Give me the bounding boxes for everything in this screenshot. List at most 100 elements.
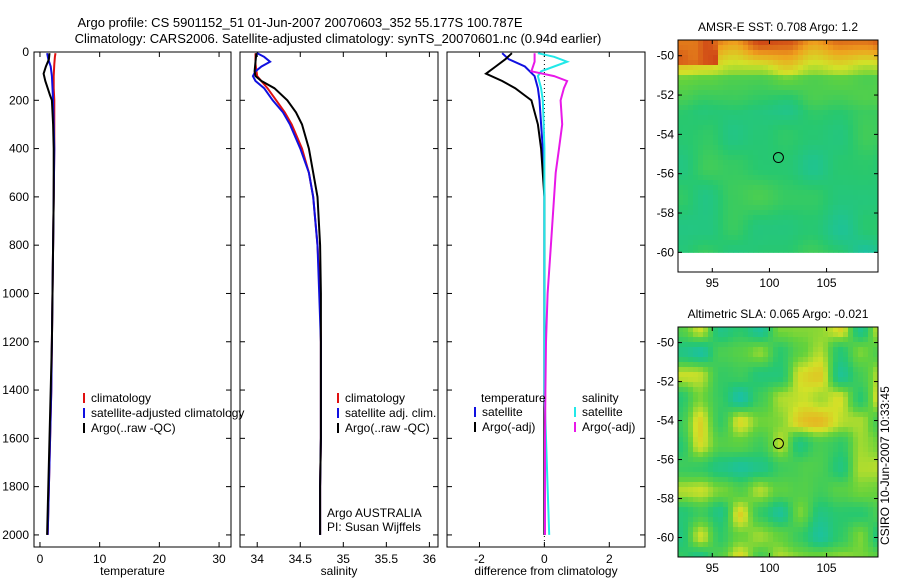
- sla-cell: [873, 437, 879, 443]
- sst-cell: [688, 135, 694, 141]
- sla-cell: [753, 367, 759, 373]
- sla-cell: [743, 372, 749, 378]
- sla-cell: [833, 422, 839, 428]
- sst-cell: [808, 105, 814, 111]
- sla-cell: [848, 362, 854, 368]
- sla-cell: [698, 412, 704, 418]
- sla-cell: [783, 327, 789, 333]
- sla-cell: [783, 417, 789, 423]
- sst-cell: [678, 70, 684, 76]
- sla-cell: [788, 482, 794, 488]
- sla-cell: [833, 462, 839, 468]
- sla-cell: [693, 407, 699, 413]
- sst-cell: [698, 180, 704, 186]
- sst-cell: [708, 175, 714, 181]
- sla-cell: [713, 522, 719, 528]
- sst-cell: [828, 190, 834, 196]
- sla-cell: [678, 517, 684, 523]
- sst-cell: [763, 80, 769, 86]
- sst-cell: [728, 210, 734, 216]
- sla-cell: [863, 477, 869, 483]
- sst-cell: [793, 135, 799, 141]
- sla-cell: [813, 347, 819, 353]
- sla-cell: [773, 522, 779, 528]
- sla-cell: [793, 357, 799, 363]
- sst-cell: [808, 95, 814, 101]
- sst-cell: [798, 125, 804, 131]
- sst-cell: [863, 180, 869, 186]
- sla-cell: [753, 337, 759, 343]
- sla-cell: [838, 472, 844, 478]
- sla-cell: [788, 352, 794, 358]
- sst-cell: [753, 90, 759, 96]
- sst-cell: [723, 70, 729, 76]
- sla-cell: [738, 467, 744, 473]
- sst-cell: [783, 120, 789, 126]
- sla-cell: [768, 477, 774, 483]
- sst-cell: [828, 215, 834, 221]
- sst-cell: [773, 210, 779, 216]
- sst-cell: [843, 70, 849, 76]
- sla-cell: [748, 527, 754, 533]
- sst-cell: [683, 160, 689, 166]
- sla-cell: [853, 332, 859, 338]
- sla-cell: [788, 407, 794, 413]
- sla-cell: [873, 462, 879, 468]
- sla-cell: [728, 377, 734, 383]
- sst-cell: [863, 150, 869, 156]
- sst-cell: [803, 125, 809, 131]
- sst-cell: [703, 120, 709, 126]
- sla-cell: [828, 502, 834, 508]
- sst-cell: [858, 40, 864, 46]
- sst-cell: [688, 100, 694, 106]
- sst-cell: [703, 160, 709, 166]
- sla-cell: [733, 507, 739, 513]
- sla-cell: [758, 402, 764, 408]
- sst-cell: [823, 135, 829, 141]
- sst-cell: [808, 65, 814, 71]
- sla-cell: [778, 437, 784, 443]
- sla-cell: [803, 442, 809, 448]
- sla-cell: [683, 542, 689, 548]
- sst-cell: [768, 170, 774, 176]
- sst-cell: [763, 145, 769, 151]
- sst-cell: [713, 150, 719, 156]
- temperature-y-tick-label: 1000: [2, 286, 29, 300]
- sla-cell: [758, 397, 764, 403]
- sst-cell: [753, 175, 759, 181]
- sst-cell: [803, 195, 809, 201]
- sst-cell: [798, 120, 804, 126]
- sla-cell: [788, 392, 794, 398]
- sla-cell: [843, 342, 849, 348]
- sst-cell: [773, 160, 779, 166]
- sla-cell: [793, 502, 799, 508]
- sst-cell: [683, 50, 689, 56]
- sst-cell: [693, 50, 699, 56]
- sst-cell: [708, 155, 714, 161]
- sla-cell: [748, 507, 754, 513]
- sla-cell: [848, 452, 854, 458]
- sst-cell: [748, 65, 754, 71]
- sst-cell: [773, 75, 779, 81]
- sla-cell: [808, 357, 814, 363]
- sst-cell: [683, 240, 689, 246]
- sla-cell: [863, 407, 869, 413]
- sst-cell: [828, 40, 834, 46]
- sla-cell: [698, 327, 704, 333]
- sla-cell: [733, 457, 739, 463]
- sla-cell: [803, 357, 809, 363]
- sla-cell: [778, 512, 784, 518]
- sla-cell: [743, 482, 749, 488]
- sla-cell: [828, 487, 834, 493]
- sst-cell: [733, 170, 739, 176]
- sst-cell: [868, 205, 874, 211]
- sst-cell: [698, 130, 704, 136]
- sst-cell: [778, 70, 784, 76]
- sla-cell: [798, 442, 804, 448]
- sla-cell: [738, 497, 744, 503]
- sst-cell: [758, 165, 764, 171]
- sla-cell: [848, 407, 854, 413]
- sla-cell: [863, 472, 869, 478]
- sla-cell: [868, 327, 874, 333]
